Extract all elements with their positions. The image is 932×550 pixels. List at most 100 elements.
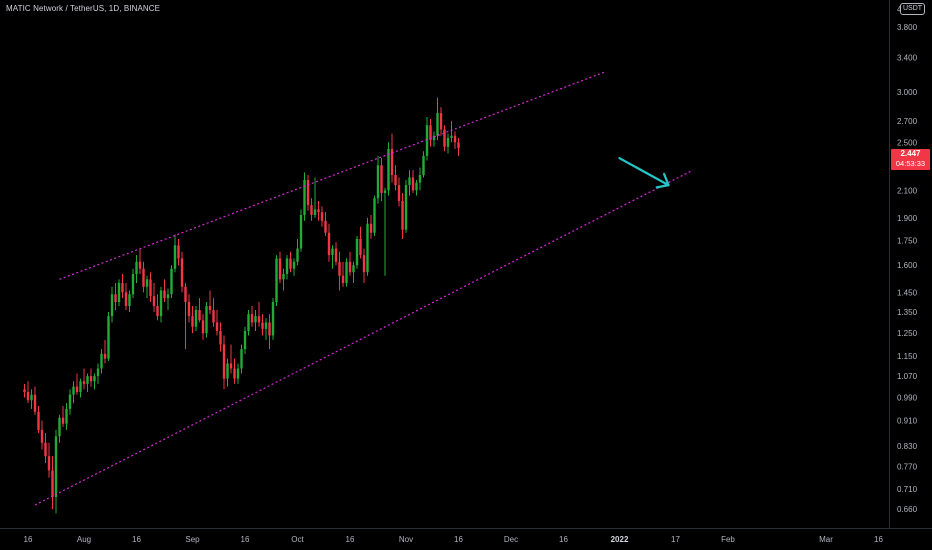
candle bbox=[373, 195, 376, 236]
price-tick-label: 0.990 bbox=[897, 393, 918, 402]
candle-body bbox=[107, 316, 110, 359]
candle bbox=[362, 248, 366, 284]
candle bbox=[359, 226, 362, 259]
candle-body bbox=[404, 185, 408, 230]
candle-body bbox=[72, 386, 75, 395]
candle-body bbox=[369, 223, 373, 233]
price-tick-label: 0.910 bbox=[897, 417, 918, 426]
candle bbox=[107, 312, 110, 362]
candle-body bbox=[366, 223, 369, 273]
trendlines-layer bbox=[34, 71, 694, 506]
candle-body bbox=[373, 198, 376, 233]
candle-body bbox=[254, 316, 257, 323]
candle bbox=[233, 358, 236, 384]
candle-body bbox=[362, 255, 366, 273]
candle-body bbox=[79, 381, 82, 392]
candle-body bbox=[306, 180, 310, 206]
candle bbox=[75, 373, 79, 395]
candle bbox=[404, 180, 408, 233]
price-tick-label: 1.070 bbox=[897, 372, 918, 381]
candle-body bbox=[240, 349, 243, 369]
candle bbox=[198, 298, 201, 323]
candle-body bbox=[222, 344, 226, 379]
candle-body bbox=[390, 148, 394, 176]
price-tick-label: 0.770 bbox=[897, 463, 918, 472]
candle bbox=[443, 125, 446, 152]
price-tick-label: 1.900 bbox=[897, 214, 918, 223]
candle-body bbox=[96, 368, 100, 377]
candle bbox=[40, 420, 44, 450]
candle bbox=[226, 358, 229, 387]
candle bbox=[271, 298, 275, 340]
candle bbox=[366, 217, 369, 276]
candle bbox=[68, 389, 72, 415]
candle bbox=[345, 258, 348, 287]
candle bbox=[257, 302, 261, 327]
channel-upper-line[interactable] bbox=[59, 71, 606, 280]
candle-body bbox=[341, 275, 345, 284]
candle-body bbox=[236, 368, 240, 379]
candle bbox=[415, 180, 418, 196]
candle bbox=[261, 314, 264, 336]
candle-body bbox=[201, 320, 205, 334]
price-tick-label-top: 4 bbox=[897, 5, 902, 14]
candles-layer bbox=[23, 97, 460, 514]
candle bbox=[65, 403, 68, 430]
candle bbox=[289, 251, 292, 273]
price-tick-label: 1.350 bbox=[897, 308, 918, 317]
candle bbox=[275, 255, 278, 306]
time-tick-label: Mar bbox=[819, 535, 833, 544]
candle-body bbox=[408, 177, 411, 186]
time-axis[interactable]: 16 Aug 16 Sep 16 Oct 16 Nov 16 Dec 16 2022 17 Feb Mar 1… bbox=[0, 528, 932, 545]
candle bbox=[317, 201, 320, 221]
candle bbox=[131, 268, 135, 299]
candle bbox=[208, 290, 212, 315]
candle-body bbox=[142, 268, 145, 287]
candle-body bbox=[348, 261, 352, 273]
currency-badge[interactable]: USDT bbox=[900, 3, 926, 15]
candle-body bbox=[446, 137, 450, 147]
price-tick-label: 2.700 bbox=[897, 117, 918, 126]
candle bbox=[380, 158, 383, 202]
candle-body bbox=[376, 165, 380, 199]
time-tick-label: 16 bbox=[132, 535, 141, 544]
candle-body bbox=[352, 265, 355, 273]
candle-body bbox=[439, 113, 443, 130]
candle-body bbox=[415, 182, 418, 191]
candle bbox=[243, 326, 247, 354]
candle-body bbox=[65, 408, 68, 424]
candle bbox=[355, 235, 359, 269]
bar-countdown: 04:53:33 bbox=[895, 159, 926, 168]
candle-body bbox=[166, 294, 170, 299]
time-tick-label: Dec bbox=[504, 535, 518, 544]
candle bbox=[306, 175, 310, 211]
candle bbox=[173, 234, 177, 273]
candle bbox=[128, 290, 131, 313]
price-tick-label: 3.000 bbox=[897, 88, 918, 97]
candle-body bbox=[320, 212, 324, 221]
candle-body bbox=[345, 261, 348, 284]
candle-body bbox=[422, 155, 425, 176]
candle bbox=[212, 298, 215, 327]
price-axis[interactable]: 3.8003.4003.0002.7002.5002.3002.1001.900… bbox=[889, 0, 918, 528]
arrow-annotation[interactable] bbox=[618, 157, 670, 189]
candle-body bbox=[184, 286, 187, 303]
candle bbox=[320, 206, 324, 227]
candle-body bbox=[198, 310, 201, 321]
candle bbox=[33, 386, 37, 415]
time-tick-label: 17 bbox=[671, 535, 680, 544]
candle-body bbox=[243, 331, 247, 350]
candle-body bbox=[30, 394, 33, 401]
candle bbox=[282, 268, 285, 291]
candle-body bbox=[299, 215, 303, 249]
price-tick-label: 2.500 bbox=[897, 138, 918, 147]
candle-body bbox=[212, 310, 215, 323]
candle-body bbox=[145, 279, 149, 287]
candle-body bbox=[397, 185, 401, 202]
last-price-badge: 2.447 04:53:33 bbox=[891, 149, 930, 170]
candle bbox=[100, 349, 103, 374]
channel-lower-line[interactable] bbox=[34, 169, 694, 506]
candle-body bbox=[282, 273, 285, 280]
candle-body bbox=[177, 245, 180, 259]
